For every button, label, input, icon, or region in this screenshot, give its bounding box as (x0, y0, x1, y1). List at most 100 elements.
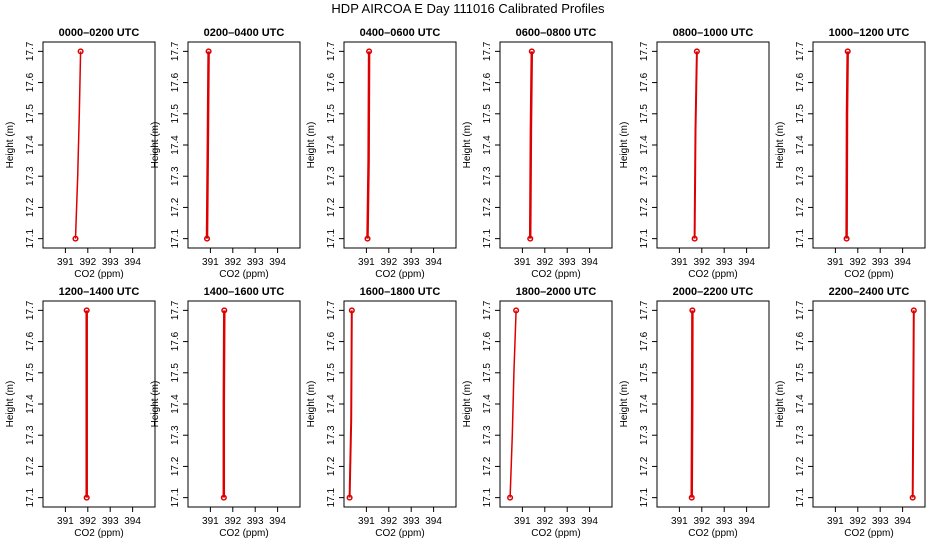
y-axis-label: Height (m) (306, 381, 317, 428)
x-tick-label: 393 (403, 257, 420, 268)
data-point-top (910, 307, 917, 314)
y-axis-label: Height (m) (5, 381, 16, 428)
plot-frame (343, 41, 457, 249)
y-tick-label: 17.1 (326, 228, 337, 248)
panel-title: 2200–2400 UTC (829, 286, 910, 298)
x-tick-label: 392 (380, 516, 397, 527)
panel-title: 1000–1200 UTC (829, 27, 910, 39)
panel-8: 1400–1600 UTC 391 392 393 394 17.1 17.2 17.3 17.… (150, 286, 301, 539)
y-tick-label: 17.3 (795, 425, 806, 445)
x-tick-label: 391 (57, 516, 74, 527)
data-point-top (844, 48, 851, 55)
y-tick-label: 17.4 (639, 135, 650, 155)
y-tick-label: 17.1 (482, 228, 493, 248)
y-axis-label: Height (m) (775, 381, 786, 428)
y-tick-label: 17.6 (795, 331, 806, 351)
y-tick-label: 17.2 (482, 197, 493, 217)
y-axis-label: Height (m) (462, 381, 473, 428)
x-tick-label: 391 (671, 257, 688, 268)
figure-title: HDP AIRCOA E Day 111016 Calibrated Profi… (331, 1, 605, 16)
panel-title: 1800–2000 UTC (516, 286, 597, 298)
panel-title: 1400–1600 UTC (204, 286, 285, 298)
panel-title: 0000–0200 UTC (59, 27, 140, 39)
y-tick-label: 17.2 (482, 456, 493, 476)
panel-1: 0000–0200 UTC 391 392 393 394 17.1 17.2 17.3 17.… (5, 27, 156, 280)
profile-line (205, 51, 210, 239)
x-tick-label: 393 (559, 516, 576, 527)
y-tick-label: 17.3 (326, 166, 337, 186)
y-tick-label: 17.6 (795, 72, 806, 92)
x-tick-label: 393 (559, 257, 576, 268)
y-tick-label: 17.3 (25, 166, 36, 186)
panel-2: 0200–0400 UTC 391 392 393 394 17.1 17.2 17.3 17.… (150, 27, 301, 280)
panel-title: 1600–1800 UTC (360, 286, 441, 298)
y-tick-label: 17.5 (170, 104, 181, 124)
x-axis-label: CO2 (ppm) (219, 269, 268, 280)
data-point-bottom (364, 235, 371, 242)
x-tick-label: 394 (738, 516, 755, 527)
y-tick-label: 17.5 (639, 104, 650, 124)
y-tick-label: 17.7 (25, 300, 36, 320)
panel-title: 0400–0600 UTC (360, 27, 441, 39)
y-tick-label: 17.7 (795, 300, 806, 320)
data-point-top (348, 307, 355, 314)
y-axis-label: Height (m) (619, 122, 630, 169)
y-tick-label: 17.2 (795, 456, 806, 476)
panel-3: 0400–0600 UTC 391 392 393 394 17.1 17.2 17.3 17.… (306, 27, 457, 280)
plot-frame (42, 41, 156, 249)
y-tick-label: 17.6 (25, 331, 36, 351)
plot-frame (812, 300, 926, 508)
x-tick-label: 393 (872, 516, 889, 527)
y-tick-label: 17.2 (326, 456, 337, 476)
y-axis-label: Height (m) (619, 381, 630, 428)
x-tick-label: 392 (79, 257, 96, 268)
data-point-top (693, 48, 700, 55)
plot-frame (343, 300, 457, 508)
x-tick-label: 392 (224, 516, 241, 527)
y-tick-label: 17.3 (482, 425, 493, 445)
x-tick-label: 394 (269, 516, 286, 527)
x-axis-label: CO2 (ppm) (375, 528, 424, 539)
y-tick-label: 17.3 (326, 425, 337, 445)
x-tick-label: 391 (358, 516, 375, 527)
data-point-bottom (346, 494, 353, 501)
profile-line (222, 310, 226, 498)
x-tick-label: 391 (57, 257, 74, 268)
panel-7: 1200–1400 UTC 391 392 393 394 17.1 17.2 17.3 17.… (5, 286, 156, 539)
data-point-bottom (83, 494, 90, 501)
y-tick-label: 17.5 (170, 363, 181, 383)
y-tick-label: 17.7 (326, 300, 337, 320)
profile-line (845, 51, 849, 239)
y-tick-label: 17.6 (482, 72, 493, 92)
y-tick-label: 17.4 (482, 135, 493, 155)
panel-title: 1200–1400 UTC (59, 286, 140, 298)
x-axis-label: CO2 (ppm) (531, 528, 580, 539)
panel-title: 2000–2200 UTC (673, 286, 754, 298)
y-tick-label: 17.6 (482, 331, 493, 351)
y-tick-label: 17.3 (795, 166, 806, 186)
y-tick-label: 17.3 (25, 425, 36, 445)
x-tick-label: 392 (380, 257, 397, 268)
panel-4: 0600–0800 UTC 391 392 393 394 17.1 17.2 17.3 17.… (462, 27, 613, 280)
y-tick-label: 17.2 (25, 197, 36, 217)
y-tick-label: 17.5 (482, 363, 493, 383)
x-tick-label: 394 (581, 257, 598, 268)
y-tick-label: 17.5 (795, 363, 806, 383)
y-tick-label: 17.4 (170, 135, 181, 155)
y-tick-label: 17.3 (482, 166, 493, 186)
y-tick-label: 17.2 (326, 197, 337, 217)
x-axis-label: CO2 (ppm) (74, 528, 123, 539)
x-tick-label: 392 (693, 257, 710, 268)
y-tick-label: 17.5 (326, 363, 337, 383)
x-tick-label: 394 (425, 516, 442, 527)
x-tick-label: 394 (425, 257, 442, 268)
x-axis-label: CO2 (ppm) (844, 528, 893, 539)
x-axis-label: CO2 (ppm) (219, 528, 268, 539)
plot-frame (656, 41, 770, 249)
y-tick-label: 17.2 (170, 456, 181, 476)
y-tick-label: 17.4 (25, 135, 36, 155)
x-tick-label: 392 (849, 257, 866, 268)
y-tick-label: 17.6 (639, 331, 650, 351)
y-tick-label: 17.1 (25, 487, 36, 507)
